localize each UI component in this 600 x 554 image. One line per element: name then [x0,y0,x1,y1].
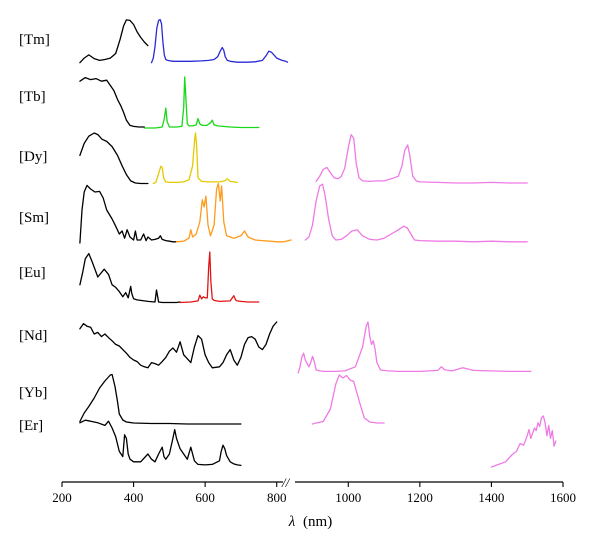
row-label: [Yb] [19,385,47,401]
spectrum-series [297,321,532,374]
spectrum-series [490,415,557,468]
row-label: [Dy] [19,149,47,165]
axis-break: // [281,475,295,490]
spectrum-series [315,133,528,184]
x-tick-label: 1200 [407,490,433,505]
spectrum-series [79,321,278,369]
spectrum-series [311,374,385,425]
row-label: [Tm] [19,32,50,48]
axis-break-mark: // [281,475,291,490]
x-tick-label: 1400 [478,490,504,505]
x-tick-label: 1600 [550,490,576,505]
x-axis: 200 400 600 800 1000 1200 1400 1600 // λ (nm) [52,475,576,530]
spectrum-series [175,182,292,243]
spectrum-series [79,19,149,64]
x-tick-label: 200 [52,490,72,505]
spectrum-series [304,183,528,243]
spectrum-series [79,252,181,304]
x-axis-label: λ (nm) [288,514,332,530]
spectrum-series [152,132,238,185]
spectrum-series [79,419,242,467]
spectrum-series [79,184,178,244]
spectral-curves [79,18,557,468]
row-labels: [Tm] [Tb] [Dy] [Sm] [Eu] [Nd] [Yb] [Er] [19,32,50,434]
spectrum-series [79,373,242,425]
row-label: [Er] [19,418,43,434]
x-axis-ticks: 200 400 600 800 1000 1200 1400 1600 [52,482,576,505]
x-tick-label: 800 [267,490,287,505]
spectrum-series [150,18,289,64]
axis-break-gap [283,479,295,485]
x-axis-label-symbol: λ [288,514,296,530]
spectrum-series [143,76,260,129]
row-label: [Eu] [19,265,46,281]
row-label: [Nd] [19,328,47,344]
spectrum-series [79,76,145,128]
x-axis-label-unit: (nm) [303,514,332,530]
spectrum-series [179,251,260,304]
spectrum-series [79,132,149,185]
x-tick-label: 1000 [335,490,361,505]
x-tick-label: 400 [124,490,144,505]
row-label: [Tb] [19,89,46,105]
row-label: [Sm] [19,210,49,226]
x-tick-label: 600 [195,490,215,505]
